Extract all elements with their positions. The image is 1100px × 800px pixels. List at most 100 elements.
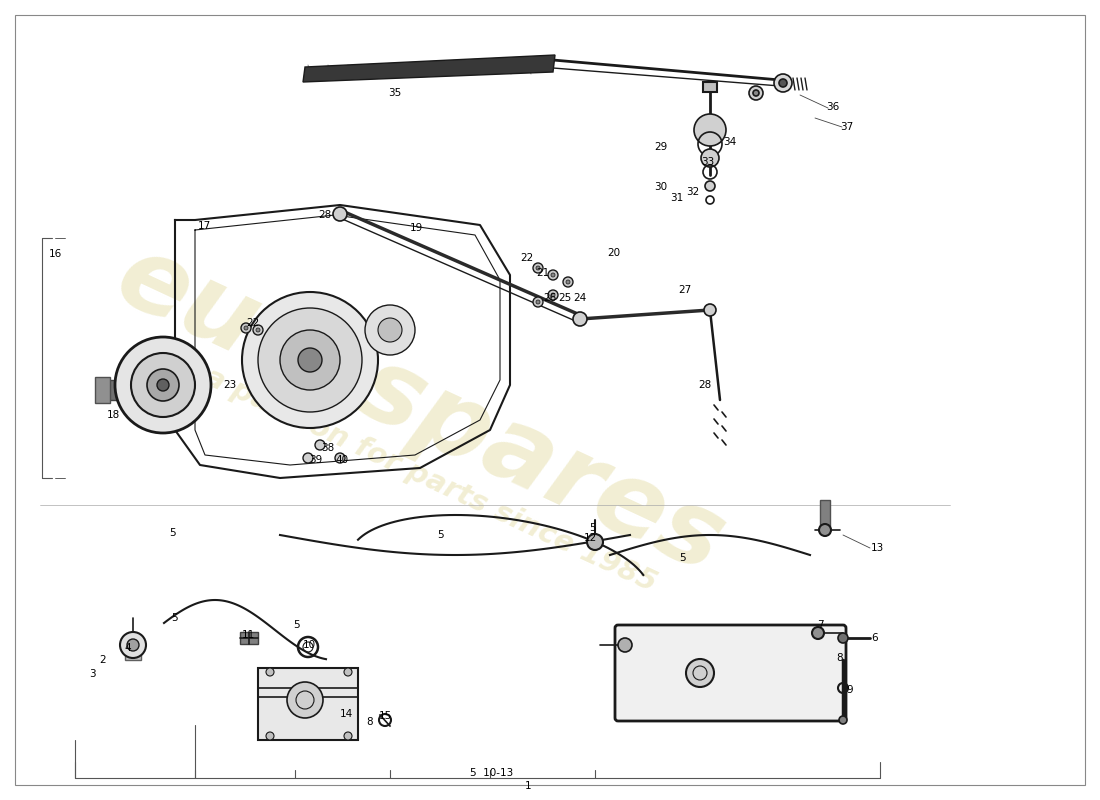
Bar	[125, 635, 141, 660]
Circle shape	[812, 627, 824, 639]
Circle shape	[536, 266, 540, 270]
Text: 28: 28	[698, 380, 712, 390]
Circle shape	[563, 277, 573, 287]
Text: 12: 12	[583, 533, 596, 543]
Text: 28: 28	[318, 210, 331, 220]
Circle shape	[534, 297, 543, 307]
Text: 2: 2	[100, 655, 107, 665]
Text: 29: 29	[654, 142, 668, 152]
Circle shape	[573, 312, 587, 326]
Text: 21: 21	[537, 268, 550, 278]
Circle shape	[336, 453, 345, 463]
Text: 8: 8	[837, 653, 844, 663]
Circle shape	[344, 732, 352, 740]
Circle shape	[266, 732, 274, 740]
Bar	[95, 377, 110, 403]
Text: 17: 17	[197, 221, 210, 231]
Text: 5: 5	[169, 528, 176, 538]
Text: 10: 10	[302, 640, 316, 650]
Circle shape	[551, 273, 556, 277]
Text: 30: 30	[654, 182, 668, 192]
Bar	[240, 632, 258, 644]
Circle shape	[242, 292, 378, 428]
Text: 9: 9	[847, 685, 854, 695]
Circle shape	[838, 633, 848, 643]
Text: 6: 6	[871, 633, 878, 643]
Text: 23: 23	[223, 380, 236, 390]
Bar	[703, 82, 717, 92]
Text: 36: 36	[826, 102, 839, 112]
Text: 8: 8	[366, 717, 373, 727]
Text: 4: 4	[124, 643, 131, 653]
Circle shape	[551, 293, 556, 297]
Circle shape	[618, 638, 632, 652]
Text: 3: 3	[89, 669, 96, 679]
Circle shape	[116, 337, 211, 433]
Polygon shape	[302, 55, 556, 82]
Circle shape	[686, 659, 714, 687]
Circle shape	[587, 534, 603, 550]
Circle shape	[548, 290, 558, 300]
Circle shape	[779, 79, 786, 87]
Circle shape	[256, 328, 260, 332]
Circle shape	[241, 323, 251, 333]
Circle shape	[280, 330, 340, 390]
Text: 39: 39	[309, 455, 322, 465]
Circle shape	[754, 90, 759, 96]
Circle shape	[120, 632, 146, 658]
Circle shape	[749, 86, 763, 100]
Circle shape	[536, 300, 540, 304]
Text: eurospares: eurospares	[100, 225, 739, 595]
Bar	[108, 380, 130, 400]
Circle shape	[126, 639, 139, 651]
Text: 16: 16	[48, 249, 62, 259]
Text: 19: 19	[409, 223, 422, 233]
Circle shape	[704, 304, 716, 316]
Text: 20: 20	[607, 248, 620, 258]
Text: 32: 32	[686, 187, 700, 197]
Circle shape	[534, 263, 543, 273]
Circle shape	[287, 682, 323, 718]
Text: 31: 31	[670, 193, 683, 203]
Text: 26: 26	[543, 293, 557, 303]
Circle shape	[298, 348, 322, 372]
Text: 34: 34	[724, 137, 737, 147]
Text: 5: 5	[588, 523, 595, 533]
Circle shape	[244, 326, 248, 330]
Text: 35: 35	[388, 88, 401, 98]
Text: a passion for parts since 1985: a passion for parts since 1985	[199, 362, 660, 598]
Circle shape	[378, 318, 402, 342]
Text: 5: 5	[293, 620, 299, 630]
Circle shape	[258, 308, 362, 412]
Circle shape	[566, 280, 570, 284]
Text: 15: 15	[378, 711, 392, 721]
Circle shape	[820, 524, 830, 536]
Circle shape	[302, 453, 313, 463]
Bar	[258, 668, 358, 740]
Circle shape	[157, 379, 169, 391]
Circle shape	[344, 668, 352, 676]
Text: 11: 11	[241, 630, 254, 640]
Text: 14: 14	[340, 709, 353, 719]
Text: 40: 40	[336, 455, 349, 465]
Circle shape	[147, 369, 179, 401]
Text: 27: 27	[679, 285, 692, 295]
Text: 13: 13	[870, 543, 883, 553]
Circle shape	[839, 716, 847, 724]
Text: 33: 33	[702, 157, 715, 167]
Text: 37: 37	[840, 122, 854, 132]
Circle shape	[701, 149, 719, 167]
Circle shape	[548, 270, 558, 280]
Circle shape	[705, 181, 715, 191]
Text: 38: 38	[321, 443, 334, 453]
Circle shape	[774, 74, 792, 92]
Text: 5: 5	[172, 613, 178, 623]
Circle shape	[131, 353, 195, 417]
Text: 5: 5	[437, 530, 443, 540]
Text: 7: 7	[816, 620, 823, 630]
Circle shape	[333, 207, 346, 221]
Circle shape	[694, 114, 726, 146]
Text: 22: 22	[246, 318, 260, 328]
Text: 25: 25	[559, 293, 572, 303]
FancyBboxPatch shape	[615, 625, 846, 721]
